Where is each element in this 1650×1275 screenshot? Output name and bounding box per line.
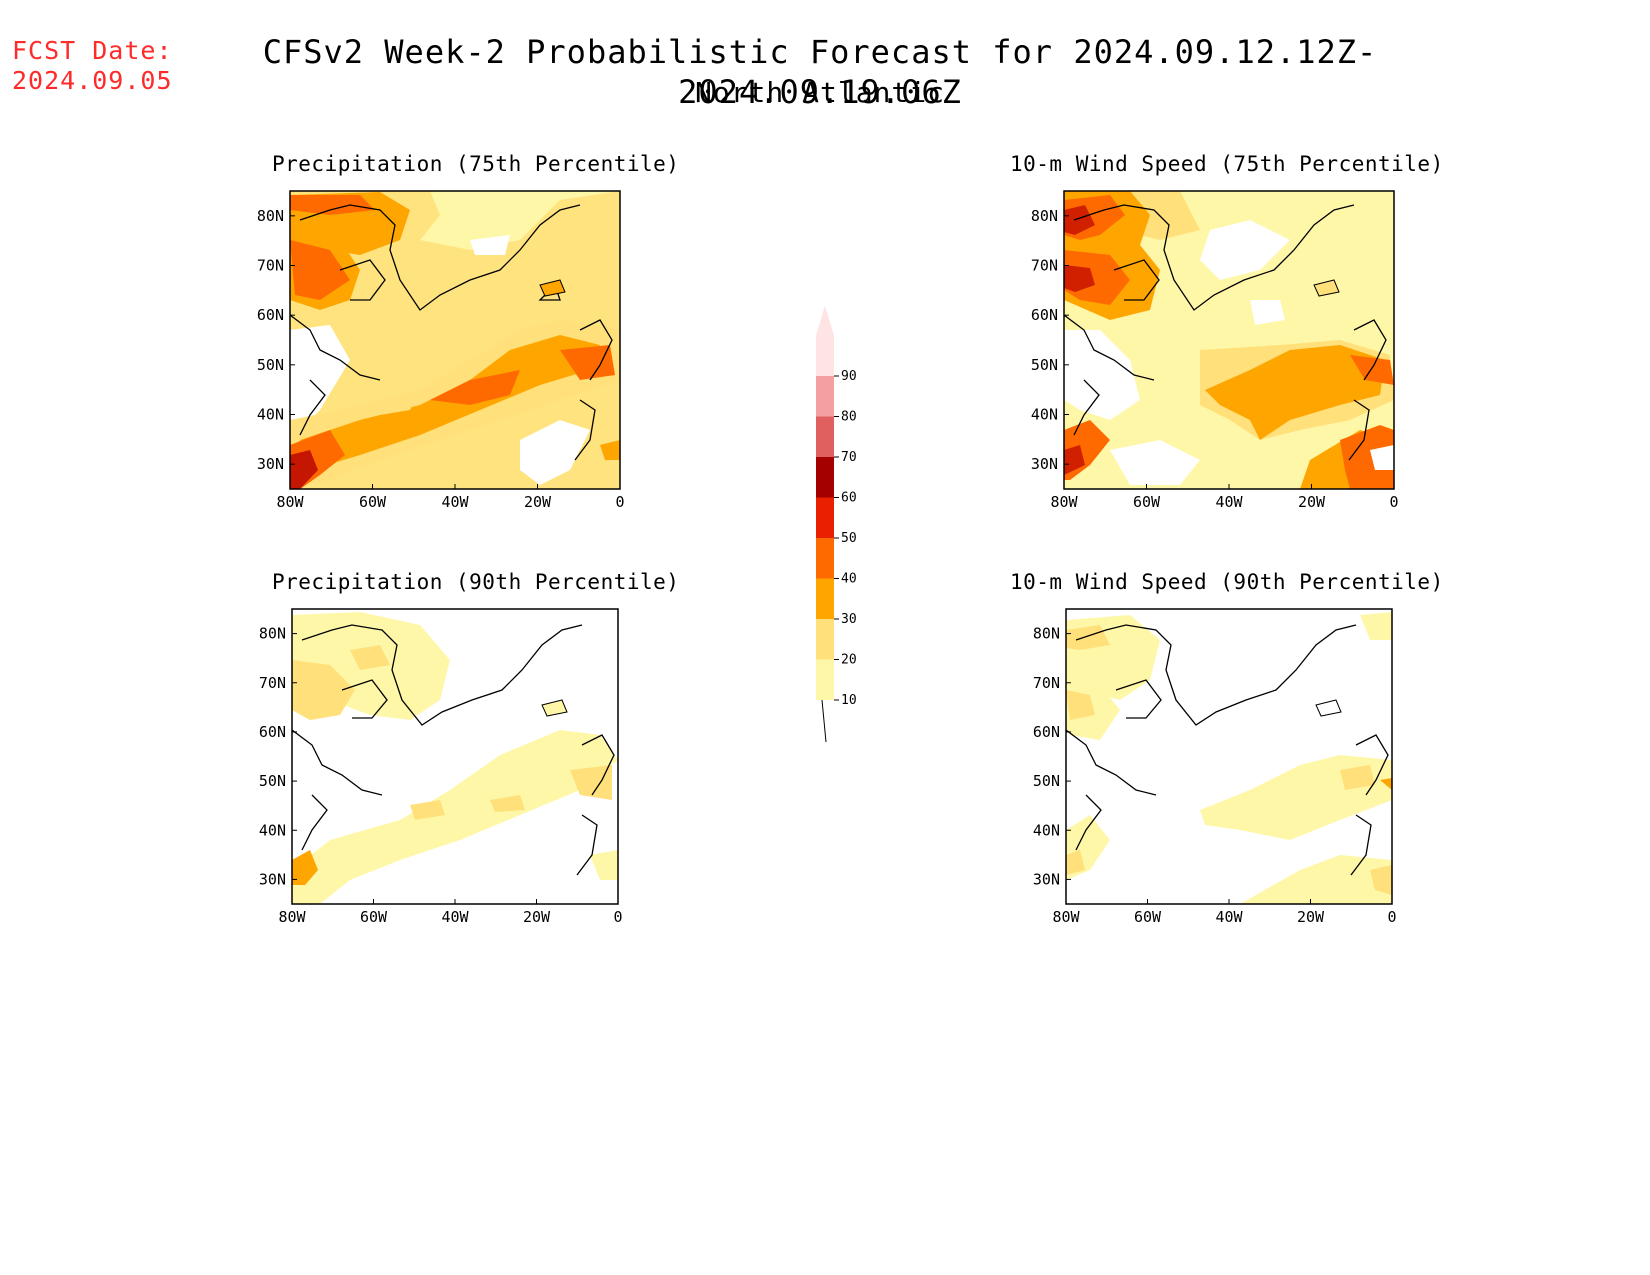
lat-tick-label: 80N: [1031, 207, 1058, 225]
colorbar-swatch: [816, 538, 834, 579]
colorbar-label: 80: [841, 410, 857, 425]
lon-tick-label: 20W: [524, 493, 552, 511]
lat-tick-label: 60N: [257, 306, 284, 324]
axis-labels: 80N 70N 60N 50N 40N 30N 80W 60W 40W 20W 0 80N 70N 60N…: [257, 207, 1399, 926]
lon-tick-label: 0: [1389, 493, 1398, 511]
colorbar-swatch: [816, 416, 834, 457]
lon-tick-label: 60W: [360, 908, 388, 926]
lon-tick-label: 0: [613, 908, 622, 926]
colorbar-swatch: [816, 457, 834, 498]
lon-tick-label: 0: [615, 493, 624, 511]
forecast-date-block: FCST Date: 2024.09.05: [12, 36, 173, 96]
lat-tick-label: 40N: [1031, 406, 1058, 424]
lon-tick-label: 0: [1387, 908, 1396, 926]
lat-tick-label: 50N: [1033, 772, 1060, 790]
lon-tick-label: 60W: [359, 493, 387, 511]
lat-tick-label: 70N: [1033, 674, 1060, 692]
colorbar-label: 50: [841, 531, 857, 546]
lat-tick-label: 50N: [257, 356, 284, 374]
lat-tick-label: 80N: [257, 207, 284, 225]
lat-tick-label: 40N: [1033, 821, 1060, 839]
colorbar-swatch: [816, 376, 834, 417]
lat-tick-label: 60N: [259, 723, 286, 741]
colorbar-swatch: [816, 497, 834, 538]
map-panel-precip75: [290, 191, 620, 489]
forecast-date-label: FCST Date:: [12, 36, 173, 65]
forecast-date-value: 2024.09.05: [12, 66, 173, 95]
colorbar-swatch: [816, 578, 834, 619]
colorbar-swatch: [816, 335, 834, 376]
lon-tick-label: 40W: [441, 908, 469, 926]
lon-tick-label: 80W: [1050, 493, 1078, 511]
colorbar-label: 60: [841, 491, 857, 506]
region-subtitle: North Atlantic: [694, 76, 945, 109]
lon-tick-label: 20W: [1298, 493, 1326, 511]
page-title: CFSv2 Week-2 Probabilistic Forecast for …: [262, 33, 1378, 111]
colorbar-label: 70: [841, 450, 857, 465]
lat-tick-label: 30N: [259, 870, 286, 888]
lon-tick-label: 80W: [278, 908, 306, 926]
lat-tick-label: 40N: [259, 821, 286, 839]
map-panel-wind75: [1064, 191, 1394, 489]
lon-tick-label: 40W: [1215, 493, 1243, 511]
lat-tick-label: 30N: [1033, 870, 1060, 888]
lat-tick-label: 50N: [259, 772, 286, 790]
colorbar-label: 30: [841, 612, 857, 627]
lat-tick-label: 30N: [1031, 455, 1058, 473]
lon-tick-label: 20W: [523, 908, 551, 926]
lon-tick-label: 80W: [276, 493, 304, 511]
lat-tick-label: 60N: [1031, 306, 1058, 324]
lon-tick-label: 20W: [1297, 908, 1325, 926]
panel-title-precip75: Precipitation (75th Percentile): [272, 152, 680, 176]
lon-tick-label: 80W: [1052, 908, 1080, 926]
lon-tick-label: 60W: [1133, 493, 1161, 511]
lat-tick-label: 80N: [259, 625, 286, 643]
lat-tick-label: 50N: [1031, 356, 1058, 374]
colorbar-label: 90: [841, 369, 857, 384]
colorbar-label: 10: [841, 693, 857, 708]
lon-tick-label: 60W: [1134, 908, 1162, 926]
map-panel-wind90: [1066, 609, 1392, 904]
lon-tick-label: 40W: [441, 493, 469, 511]
colorbar-top-cap: [816, 305, 834, 336]
lat-tick-label: 60N: [1033, 723, 1060, 741]
panel-title-wind90: 10-m Wind Speed (90th Percentile): [1010, 570, 1444, 594]
colorbar-label: 20: [841, 653, 857, 668]
panel-title-precip90: Precipitation (90th Percentile): [272, 570, 680, 594]
panel-title-wind75: 10-m Wind Speed (75th Percentile): [1010, 152, 1444, 176]
colorbar-label: 40: [841, 572, 857, 587]
lat-tick-label: 70N: [1031, 257, 1058, 275]
colorbar-swatch: [816, 659, 834, 700]
lon-tick-label: 40W: [1215, 908, 1243, 926]
colorbar-swatch: [816, 619, 834, 660]
colorbar: 10 20 30 40 50 60 70 80 90: [816, 305, 857, 743]
lat-tick-label: 70N: [257, 257, 284, 275]
lat-tick-label: 80N: [1033, 625, 1060, 643]
map-panel-precip90: [292, 609, 618, 904]
lat-tick-label: 40N: [257, 406, 284, 424]
lat-tick-label: 30N: [257, 455, 284, 473]
lat-tick-label: 70N: [259, 674, 286, 692]
